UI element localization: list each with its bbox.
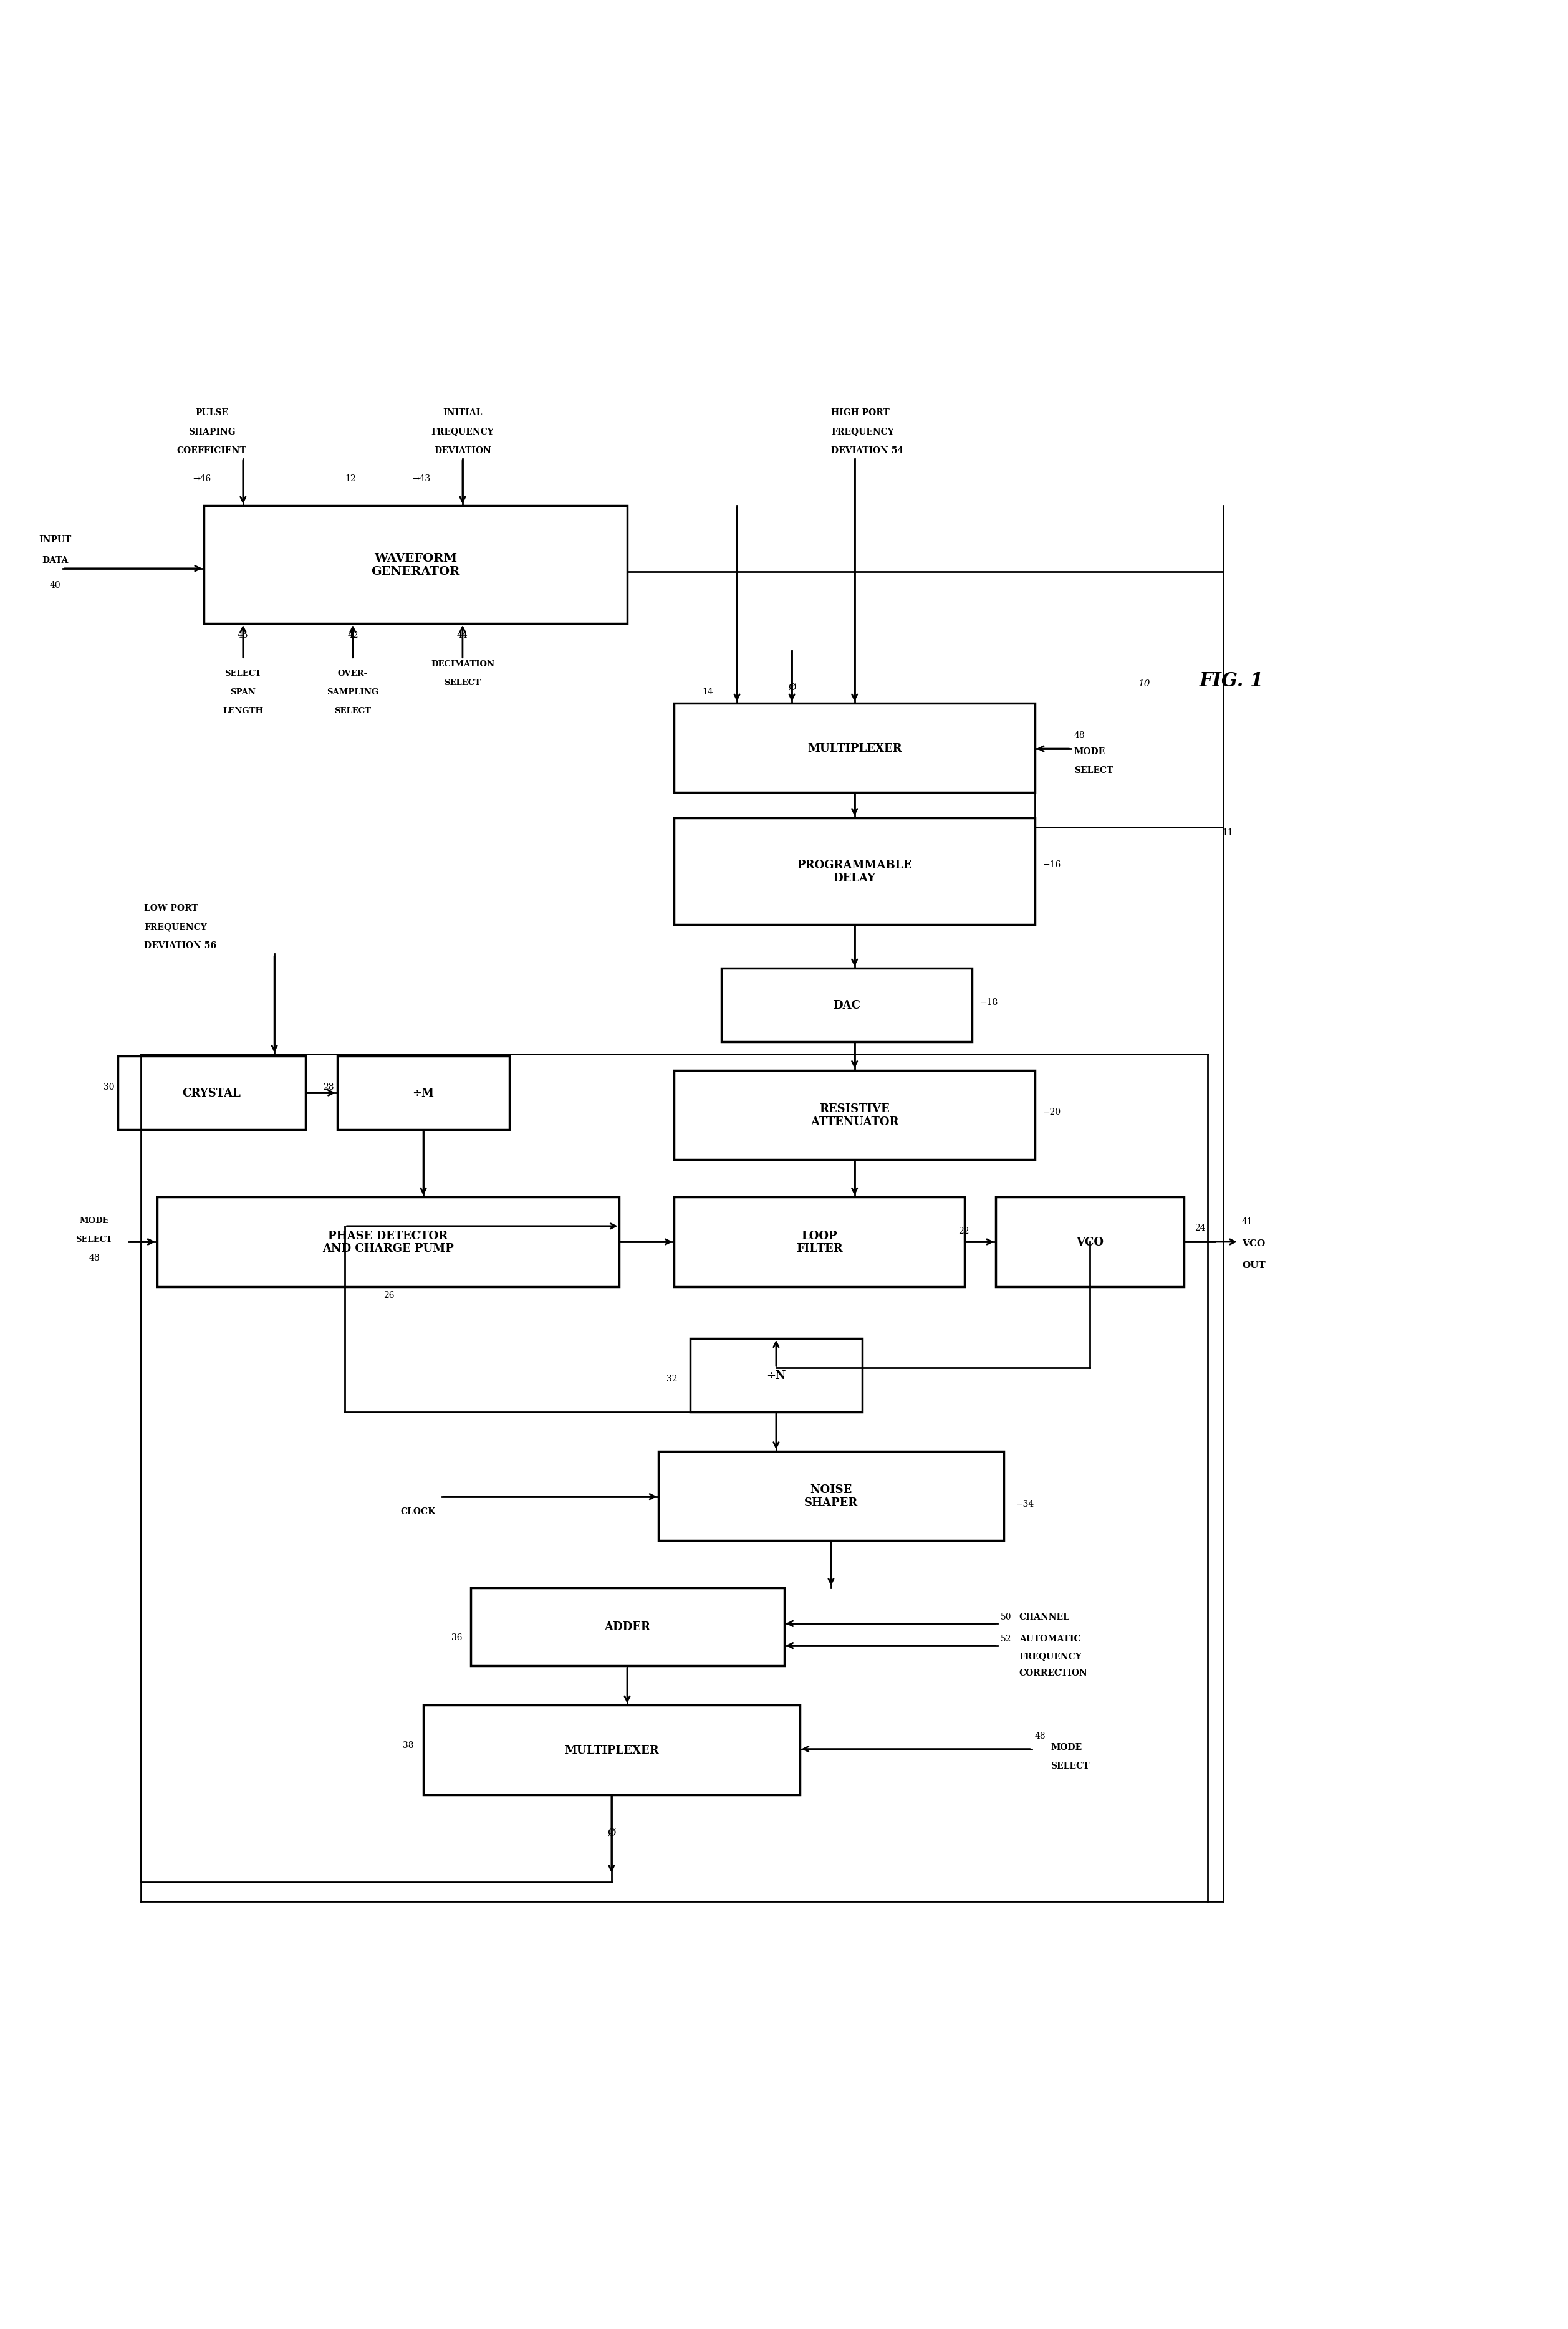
Text: AUTOMATIC: AUTOMATIC	[1019, 1635, 1080, 1642]
Text: SELECT: SELECT	[1074, 766, 1113, 776]
FancyBboxPatch shape	[674, 1071, 1035, 1160]
Text: SELECT: SELECT	[444, 678, 481, 687]
Text: DAC: DAC	[833, 999, 861, 1011]
Text: SPAN: SPAN	[230, 687, 256, 696]
Text: 45: 45	[237, 631, 249, 640]
Text: 41: 41	[1242, 1218, 1253, 1225]
Text: FREQUENCY: FREQUENCY	[431, 426, 494, 436]
Text: DEVIATION: DEVIATION	[434, 447, 491, 454]
Text: HIGH PORT: HIGH PORT	[831, 408, 889, 417]
FancyBboxPatch shape	[659, 1451, 1004, 1542]
Text: CORRECTION: CORRECTION	[1019, 1668, 1088, 1677]
FancyBboxPatch shape	[996, 1197, 1184, 1286]
Text: SELECT: SELECT	[75, 1234, 113, 1244]
Text: SELECT: SELECT	[334, 708, 372, 715]
Text: Ø: Ø	[607, 1828, 616, 1838]
Text: 38: 38	[403, 1740, 414, 1749]
Text: 32: 32	[666, 1374, 677, 1383]
FancyBboxPatch shape	[423, 1705, 800, 1796]
Text: COEFFICIENT: COEFFICIENT	[177, 447, 246, 454]
Text: 48: 48	[88, 1253, 100, 1262]
Text: MULTIPLEXER: MULTIPLEXER	[564, 1744, 659, 1756]
Text: FREQUENCY: FREQUENCY	[1019, 1651, 1082, 1661]
Text: OUT: OUT	[1242, 1260, 1265, 1269]
Text: ADDER: ADDER	[604, 1621, 651, 1633]
Text: NOISE
SHAPER: NOISE SHAPER	[804, 1484, 858, 1509]
Text: CLOCK: CLOCK	[401, 1507, 436, 1516]
Text: 26: 26	[384, 1290, 394, 1300]
Text: DECIMATION: DECIMATION	[431, 659, 494, 668]
Text: 14: 14	[702, 687, 713, 696]
Text: CRYSTAL: CRYSTAL	[182, 1088, 241, 1099]
Text: 40: 40	[49, 580, 61, 589]
Text: 44: 44	[456, 631, 469, 640]
Text: PULSE: PULSE	[194, 408, 229, 417]
Text: →46: →46	[193, 475, 212, 482]
Text: FREQUENCY: FREQUENCY	[144, 922, 207, 932]
Text: SELECT: SELECT	[224, 668, 262, 678]
FancyBboxPatch shape	[674, 817, 1035, 925]
Text: 52: 52	[1000, 1635, 1011, 1642]
Text: −18: −18	[980, 997, 999, 1006]
Text: LENGTH: LENGTH	[223, 708, 263, 715]
Text: 10: 10	[1138, 680, 1151, 689]
Text: WAVEFORM
GENERATOR: WAVEFORM GENERATOR	[372, 552, 459, 578]
Text: LOOP
FILTER: LOOP FILTER	[797, 1230, 842, 1255]
Text: −20: −20	[1043, 1109, 1062, 1116]
Text: ÷M: ÷M	[412, 1088, 434, 1099]
Text: 48: 48	[1035, 1730, 1046, 1740]
Text: VCO: VCO	[1242, 1239, 1265, 1248]
Text: 36: 36	[452, 1633, 463, 1642]
Text: 30: 30	[103, 1083, 114, 1090]
Text: INITIAL: INITIAL	[442, 408, 483, 417]
Text: MODE: MODE	[1051, 1742, 1082, 1751]
FancyBboxPatch shape	[674, 1197, 964, 1286]
FancyBboxPatch shape	[721, 969, 972, 1043]
Text: PROGRAMMABLE
DELAY: PROGRAMMABLE DELAY	[797, 859, 913, 883]
Text: OVER-: OVER-	[337, 668, 368, 678]
Text: CHANNEL: CHANNEL	[1019, 1612, 1069, 1621]
FancyBboxPatch shape	[690, 1339, 862, 1411]
Text: 11: 11	[1221, 829, 1234, 836]
Text: 50: 50	[1000, 1612, 1011, 1621]
Text: MULTIPLEXER: MULTIPLEXER	[808, 743, 902, 755]
Text: DEVIATION 54: DEVIATION 54	[831, 447, 903, 454]
Text: SAMPLING: SAMPLING	[326, 687, 379, 696]
Text: 24: 24	[1195, 1223, 1206, 1232]
Text: 12: 12	[345, 475, 356, 482]
Text: VCO: VCO	[1076, 1237, 1104, 1248]
Text: INPUT: INPUT	[39, 536, 71, 545]
Text: ÷N: ÷N	[767, 1369, 786, 1381]
FancyBboxPatch shape	[674, 703, 1035, 792]
Text: PHASE DETECTOR
AND CHARGE PUMP: PHASE DETECTOR AND CHARGE PUMP	[323, 1230, 453, 1255]
FancyBboxPatch shape	[157, 1197, 619, 1286]
Text: 42: 42	[347, 631, 359, 640]
Text: −34: −34	[1016, 1500, 1035, 1509]
FancyBboxPatch shape	[204, 505, 627, 624]
Text: 22: 22	[958, 1227, 969, 1234]
FancyBboxPatch shape	[118, 1057, 306, 1130]
Text: MODE: MODE	[1074, 748, 1105, 755]
Text: FIG. 1: FIG. 1	[1200, 671, 1264, 692]
Text: SHAPING: SHAPING	[188, 426, 235, 436]
FancyBboxPatch shape	[337, 1057, 510, 1130]
Text: LOW PORT: LOW PORT	[144, 904, 198, 913]
Text: Ø: Ø	[787, 682, 797, 692]
Text: MODE: MODE	[80, 1216, 108, 1225]
Text: 48: 48	[1074, 731, 1085, 741]
Text: −16: −16	[1043, 859, 1062, 869]
Text: →43: →43	[412, 475, 431, 482]
Text: FREQUENCY: FREQUENCY	[831, 426, 894, 436]
Text: SELECT: SELECT	[1051, 1761, 1090, 1770]
Text: DEVIATION 56: DEVIATION 56	[144, 941, 216, 950]
FancyBboxPatch shape	[470, 1588, 784, 1665]
Text: DATA: DATA	[42, 557, 67, 564]
Text: RESISTIVE
ATTENUATOR: RESISTIVE ATTENUATOR	[811, 1104, 898, 1127]
Text: 28: 28	[323, 1083, 334, 1090]
